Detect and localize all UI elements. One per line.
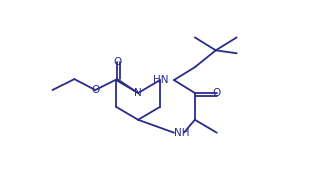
Text: NH: NH [174, 128, 189, 138]
Text: O: O [113, 57, 121, 67]
Text: HN: HN [154, 75, 169, 85]
Text: O: O [213, 88, 221, 98]
Text: N: N [134, 88, 142, 98]
Text: O: O [91, 85, 99, 95]
